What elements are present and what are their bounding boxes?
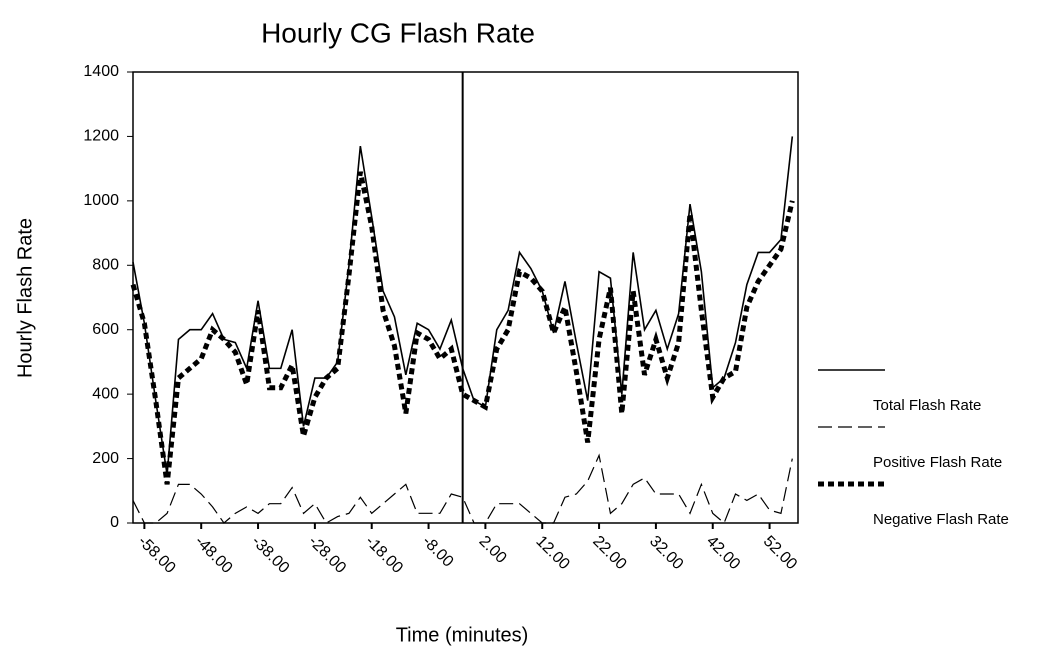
- y-tick-label: 800: [92, 257, 119, 274]
- y-tick-label: 1200: [83, 128, 119, 145]
- x-tick-label: 52.00: [760, 533, 800, 573]
- x-tick-label: 12.00: [532, 533, 572, 573]
- y-tick-label: 0: [110, 514, 119, 531]
- x-tick-label: -58.00: [135, 533, 179, 577]
- x-tick-label: -8.00: [419, 533, 457, 571]
- x-tick-label: -38.00: [248, 533, 292, 577]
- y-axis-label: Hourly Flash Rate: [14, 218, 36, 378]
- legend-label: Positive Flash Rate: [873, 454, 1002, 471]
- plot-frame: [132, 71, 799, 524]
- x-tick-label: -18.00: [362, 533, 406, 577]
- y-tick-label: 600: [92, 321, 119, 338]
- x-tick-label: 22.00: [589, 533, 629, 573]
- series-line: [132, 453, 793, 525]
- x-tick-label: 32.00: [646, 533, 686, 573]
- x-tick-label: -28.00: [305, 533, 349, 577]
- legend-label: Total Flash Rate: [873, 397, 981, 414]
- series-line: [130, 171, 795, 485]
- chart-title: Hourly CG Flash Rate: [261, 17, 535, 48]
- y-tick-label: 200: [92, 450, 119, 467]
- x-axis-label: Time (minutes): [396, 624, 529, 646]
- legend-label: Negative Flash Rate: [873, 511, 1009, 528]
- x-tick-label: -48.00: [191, 533, 235, 577]
- y-tick-label: 1000: [83, 192, 119, 209]
- y-tick-label: 1400: [83, 63, 119, 80]
- x-tick-label: 2.00: [476, 533, 510, 567]
- y-tick-label: 400: [92, 385, 119, 402]
- x-tick-label: 42.00: [703, 533, 743, 573]
